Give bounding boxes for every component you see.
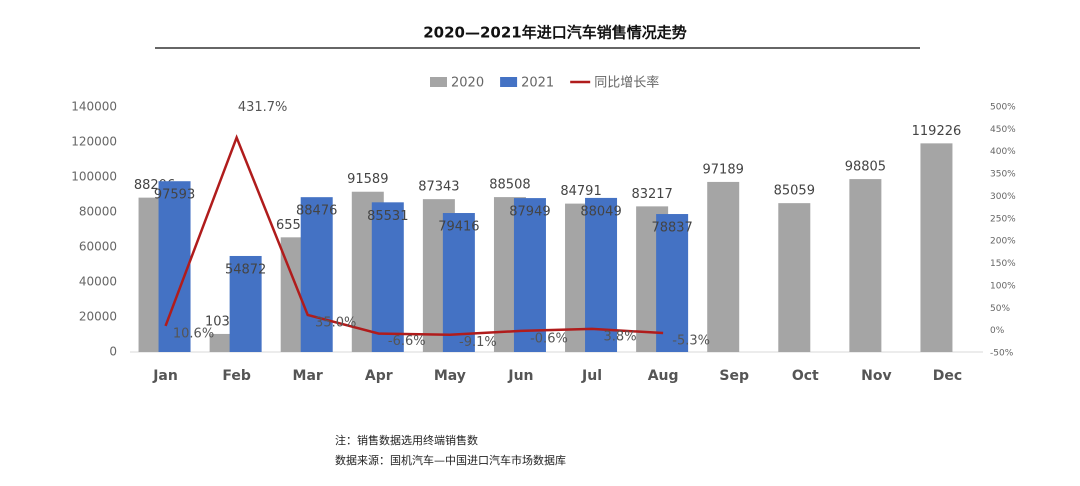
x-tick-label: Mar [293, 368, 323, 384]
y2-tick-label: 200% [990, 237, 1016, 247]
value-label: 88476 [296, 204, 337, 219]
chart-title: 2020—2021年进口汽车销售情况走势 [423, 24, 687, 42]
y2-tick-label: 0% [990, 326, 1005, 336]
y2-tick-label: 100% [990, 281, 1016, 291]
growth-label: -9.1% [459, 335, 497, 350]
bar [656, 214, 689, 352]
y2-tick-label: 250% [990, 214, 1016, 224]
value-label: 79416 [438, 220, 479, 235]
value-label: 91589 [347, 172, 388, 187]
growth-label: 10.6% [173, 326, 214, 341]
value-label: 119226 [912, 124, 962, 139]
x-tick-label: Oct [792, 368, 819, 384]
x-tick-label: Apr [365, 368, 393, 384]
note: 注：销售数据选用终端销售数 [335, 433, 478, 447]
y2-tick-label: 50% [990, 304, 1010, 314]
x-tick-label: Sep [719, 368, 749, 384]
y2-tick-label: 300% [990, 192, 1016, 202]
bar [371, 202, 404, 352]
x-tick-label: Jul [581, 368, 602, 384]
bar [442, 213, 475, 352]
y2-tick-label: 450% [990, 125, 1016, 135]
legend-swatch [430, 77, 447, 87]
legend-label: 2021 [521, 76, 554, 91]
value-label: 78837 [651, 221, 692, 236]
legend-label: 同比增长率 [594, 75, 659, 91]
value-label: 54872 [225, 262, 266, 277]
y-tick-label: 80000 [79, 205, 117, 219]
bar [778, 203, 811, 352]
line [164, 134, 664, 336]
value-label: 85059 [774, 184, 815, 199]
growth-label: 431.7% [238, 100, 288, 115]
x-tick-label: May [434, 368, 466, 384]
y-tick-label: 0 [109, 345, 117, 359]
value-label: 88508 [489, 178, 530, 193]
value-label: 88049 [580, 204, 621, 219]
x-tick-label: Jun [507, 368, 533, 384]
value-label: 84791 [560, 184, 601, 199]
growth-label: 35.0% [315, 315, 356, 330]
y-tick-label: 40000 [79, 275, 117, 289]
y-tick-label: 140000 [71, 100, 117, 114]
bar [849, 179, 882, 352]
growth-label: -5.3% [672, 334, 710, 349]
value-label: 87949 [509, 205, 550, 220]
y2-tick-label: 350% [990, 170, 1016, 180]
growth-label: -6.6% [388, 334, 426, 349]
y-tick-label: 20000 [79, 310, 117, 324]
value-label: 97593 [154, 188, 195, 203]
growth-label: -0.6% [530, 331, 568, 346]
y-tick-label: 120000 [71, 135, 117, 149]
y-tick-label: 60000 [79, 240, 117, 254]
bar [300, 197, 333, 352]
y2-tick-label: -50% [990, 349, 1014, 359]
x-tick-label: Aug [648, 368, 679, 384]
legend-swatch [500, 77, 518, 87]
value-label: 87343 [418, 180, 459, 195]
value-label: 85531 [367, 209, 408, 224]
x-tick-label: Jan [152, 368, 178, 384]
bar [229, 255, 262, 352]
bar [513, 198, 546, 352]
note: 数据来源：国机汽车—中国进口汽车市场数据库 [335, 453, 566, 467]
value-label: 98805 [845, 160, 886, 175]
legend-label: 2020 [451, 76, 484, 91]
bar [585, 197, 618, 352]
x-tick-label: Feb [222, 368, 251, 384]
x-tick-label: Dec [933, 368, 962, 384]
bar [707, 181, 740, 352]
growth-label: 3.8% [604, 329, 637, 344]
bar [158, 181, 191, 352]
y-tick-label: 100000 [71, 170, 117, 184]
y2-tick-label: 150% [990, 259, 1016, 269]
x-tick-label: Nov [861, 368, 891, 384]
value-label: 97189 [703, 162, 744, 177]
y2-tick-label: 400% [990, 147, 1016, 157]
y2-tick-label: 500% [990, 103, 1016, 113]
value-label: 83217 [631, 187, 672, 202]
bar [920, 143, 953, 352]
